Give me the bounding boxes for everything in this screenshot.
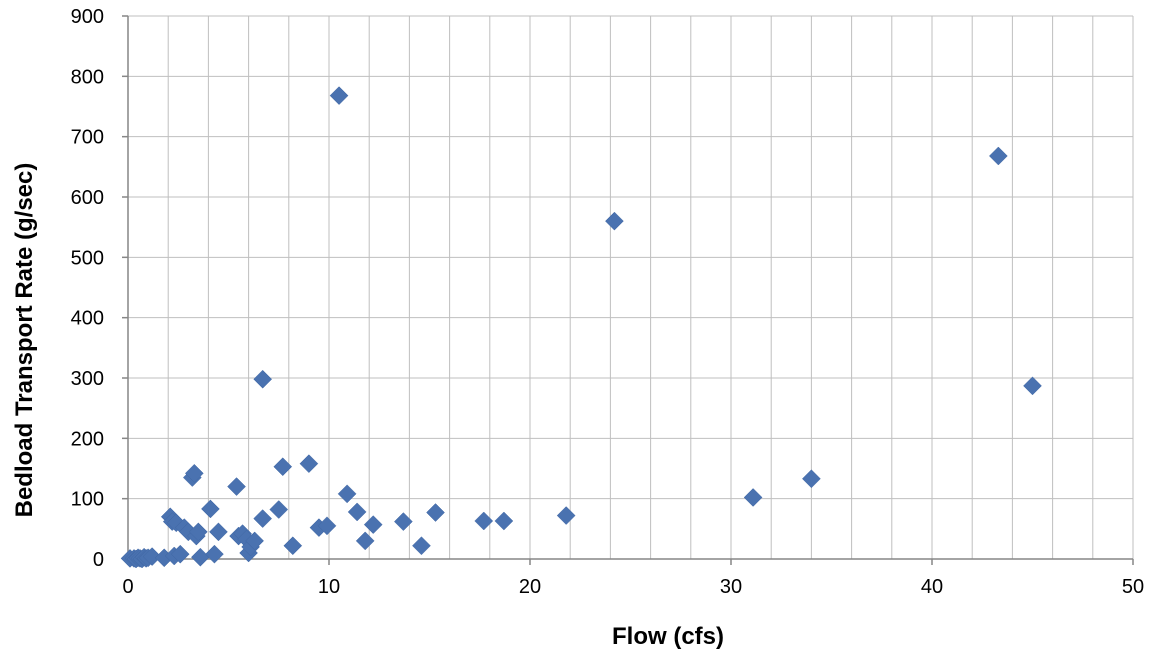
x-tick-label: 0	[122, 576, 133, 598]
y-tick-labels: 0 100 200 300 400 500 600 700 800 900	[71, 6, 104, 571]
data-point	[269, 500, 289, 519]
y-tick-label: 0	[93, 549, 104, 571]
data-point	[363, 515, 383, 534]
data-point	[317, 516, 337, 536]
data-point	[605, 211, 624, 231]
data-point	[1023, 376, 1042, 396]
y-tick-label: 500	[71, 247, 104, 269]
y-tick-label: 800	[71, 66, 104, 88]
data-point	[201, 499, 220, 519]
y-tick-label: 900	[71, 6, 104, 28]
x-tick-label: 10	[318, 576, 340, 598]
data-point	[329, 86, 349, 105]
x-tick-label: 50	[1122, 576, 1144, 598]
y-tick-label: 200	[71, 428, 104, 450]
data-point	[299, 454, 319, 474]
x-axis-title: Flow (cfs)	[612, 623, 724, 650]
data-point	[494, 511, 514, 531]
data-point	[474, 511, 494, 531]
y-axis-title: Bedload Transport Rate (g/sec)	[11, 163, 38, 518]
data-point	[394, 512, 413, 531]
y-tick-label: 100	[71, 489, 104, 511]
data-point	[227, 477, 246, 496]
data-point	[283, 536, 303, 556]
data-point	[188, 522, 208, 542]
data-point	[273, 457, 293, 477]
data-point	[245, 531, 264, 551]
data-point	[556, 506, 576, 525]
y-tick-label: 400	[71, 308, 104, 330]
x-tick-label: 30	[720, 576, 742, 598]
data-point	[209, 522, 228, 542]
y-tick-label: 600	[71, 187, 104, 209]
data-point	[253, 369, 273, 389]
data-point	[191, 547, 210, 567]
data-point	[337, 484, 357, 504]
data-point	[355, 531, 375, 551]
data-point	[184, 463, 204, 483]
data-point	[142, 547, 162, 566]
data-point	[253, 509, 273, 528]
axes	[122, 15, 1134, 565]
data-point	[205, 544, 224, 564]
x-tick-labels: 0 10 20 30 40 50	[122, 576, 1144, 598]
x-tick-label: 20	[519, 576, 541, 598]
data-point	[988, 146, 1008, 166]
grid-lines	[127, 15, 1134, 560]
data-point	[802, 469, 821, 489]
data-points	[120, 86, 1042, 569]
x-tick-label: 40	[921, 576, 943, 598]
y-tick-label: 300	[71, 368, 104, 390]
data-point	[743, 488, 763, 507]
data-point	[412, 536, 431, 556]
y-tick-label: 700	[71, 127, 104, 149]
data-point	[170, 544, 190, 564]
data-point	[347, 502, 367, 522]
data-point	[426, 503, 445, 522]
